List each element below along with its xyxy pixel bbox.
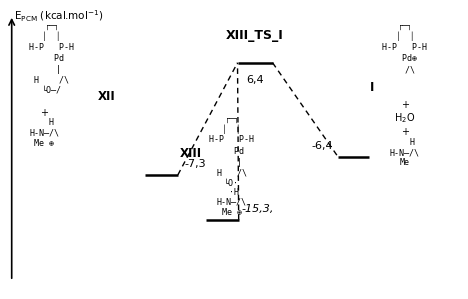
Text: ┌─┐: ┌─┐ (398, 21, 412, 30)
Text: I: I (370, 81, 374, 94)
Text: +: + (40, 108, 49, 118)
Text: Me ⊕: Me ⊕ (222, 208, 241, 217)
Text: H   /\: H /\ (217, 168, 247, 177)
Text: Me: Me (400, 158, 410, 167)
Text: +: + (401, 127, 409, 137)
Text: +: + (401, 100, 409, 110)
Text: │  │: │ │ (42, 31, 61, 41)
Text: Me ⊕: Me ⊕ (35, 139, 54, 148)
Text: H-P   P-H: H-P P-H (29, 43, 74, 52)
Text: H    /\: H /\ (34, 75, 69, 84)
Text: ┌─┐: ┌─┐ (44, 21, 58, 30)
Text: |: | (42, 65, 61, 74)
Text: H-N─/\: H-N─/\ (217, 198, 247, 207)
Text: /\: /\ (395, 65, 415, 74)
Text: 6,4: 6,4 (246, 75, 264, 85)
Text: H-P   P-H: H-P P-H (382, 43, 427, 52)
Text: ·H: ·H (224, 188, 239, 197)
Text: -6,4: -6,4 (312, 141, 333, 151)
Text: |: | (222, 158, 241, 167)
Text: XII: XII (98, 90, 116, 103)
Text: -15,3,: -15,3, (241, 204, 273, 214)
Text: H-N─/\: H-N─/\ (29, 129, 59, 138)
Text: -7,3: -7,3 (185, 159, 206, 169)
Text: XIII: XIII (180, 147, 202, 159)
Text: H-P   P-H: H-P P-H (209, 135, 254, 144)
Text: H$_2$O: H$_2$O (394, 111, 416, 125)
Text: XIII_TS_I: XIII_TS_I (226, 29, 284, 42)
Text: Pd⊕: Pd⊕ (392, 54, 417, 63)
Text: Pd: Pd (219, 147, 244, 155)
Text: └O·: └O· (224, 179, 239, 187)
Text: E$_\mathregular{PCM}$ (kcal.mol$^{-1}$): E$_\mathregular{PCM}$ (kcal.mol$^{-1}$) (14, 9, 103, 25)
Text: │  │: │ │ (395, 31, 414, 41)
Text: ┌─┐: ┌─┐ (225, 114, 239, 123)
Text: │  │: │ │ (222, 124, 241, 134)
Text: H-N─/\: H-N─/\ (390, 148, 420, 157)
Text: └O─/: └O─/ (42, 85, 61, 94)
Text: Pd: Pd (39, 54, 64, 63)
Text: H: H (35, 118, 54, 127)
Text: H: H (395, 138, 415, 147)
